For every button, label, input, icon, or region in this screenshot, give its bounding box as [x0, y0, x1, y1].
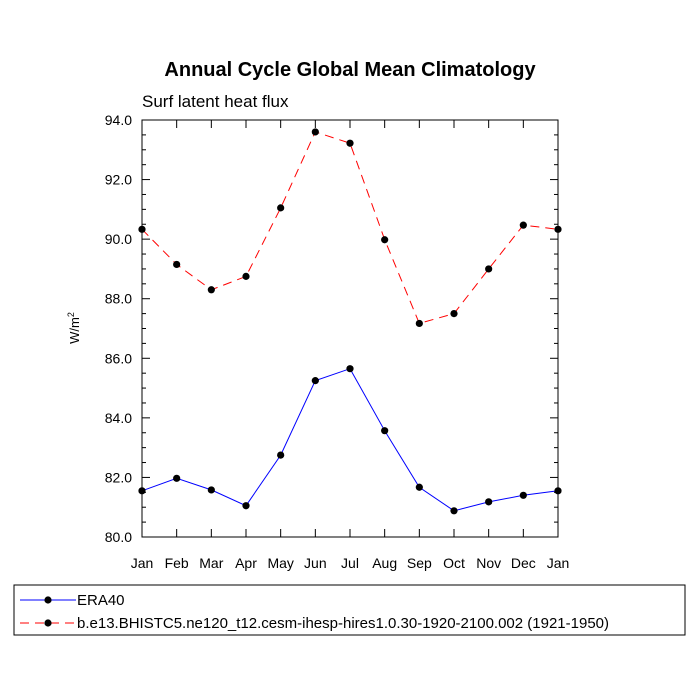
y-axis-label: W/m2: [66, 312, 82, 344]
series-0-point: [485, 498, 493, 506]
series-0-point: [173, 474, 181, 482]
plot-frame: [141, 119, 559, 538]
x-tick-label: Dec: [511, 555, 536, 571]
series-0-point: [242, 502, 250, 510]
series-0-point: [311, 377, 319, 385]
series-1-point: [277, 204, 285, 212]
series-0-point: [450, 507, 458, 515]
series-0-point: [415, 483, 423, 491]
series-0-point: [381, 427, 389, 435]
series-1-point: [346, 139, 354, 147]
series-1-point: [242, 272, 250, 280]
x-tick-label: Jul: [341, 555, 359, 571]
y-tick-label: 82.0: [105, 469, 132, 485]
legend-label-0: ERA40: [77, 592, 125, 609]
series-1-point: [485, 265, 493, 273]
legend-marker-0: [44, 596, 52, 604]
chart-title: Annual Cycle Global Mean Climatology: [164, 59, 536, 81]
series-0-point: [346, 365, 354, 373]
series-1-point: [311, 128, 319, 136]
y-tick-label: 90.0: [105, 231, 132, 247]
x-tick-label: Mar: [199, 555, 223, 571]
y-tick-label: 88.0: [105, 291, 132, 307]
plot-area: 80.0 82.0 84.0 86.0 88.0 90.0 92.0 94.0 Jan Feb Ma…: [105, 112, 570, 571]
series-1-point: [173, 260, 181, 269]
y-axis-label-text: W/m: [67, 317, 82, 344]
legend-box: [13, 584, 686, 636]
y-tick-label: 80.0: [105, 529, 132, 545]
series-1-point: [554, 225, 562, 233]
series-line-1: [141, 131, 559, 325]
series-1-point: [207, 286, 215, 294]
x-tick-label: Jun: [304, 555, 327, 571]
y-tick-label: 86.0: [105, 350, 132, 366]
x-tick-label: Aug: [372, 555, 397, 571]
x-tick-label: Jan: [131, 555, 154, 571]
series-0-point: [277, 451, 285, 459]
legend-label-1: b.e13.BHISTC5.ne120_t12.cesm-ihesp-hires…: [77, 615, 609, 632]
series-0-point: [138, 487, 146, 495]
x-tick-label: Feb: [165, 555, 189, 571]
x-tick-label: Apr: [235, 555, 257, 571]
series-0-point: [554, 487, 562, 495]
x-tick-label: May: [267, 555, 293, 571]
x-tick-label: Sep: [407, 555, 432, 571]
series-1-point: [138, 225, 146, 233]
series-1-point: [381, 236, 389, 244]
series-line-0: [141, 368, 559, 512]
y-tick-label: 84.0: [105, 410, 132, 426]
x-tick-label: Nov: [476, 555, 501, 571]
legend: ERA40 b.e13.BHISTC5.ne120_t12.cesm-ihesp-…: [20, 592, 609, 632]
y-axis-label-superscript: 2: [66, 312, 76, 317]
x-tick-label: Jan: [547, 555, 570, 571]
x-tick-label: Oct: [443, 555, 465, 571]
series-1-point: [519, 221, 527, 229]
chart-subtitle: Surf latent heat flux: [142, 92, 289, 111]
series-1-point: [415, 319, 423, 328]
y-tick-label: 94.0: [105, 112, 132, 128]
series-1-point: [450, 310, 458, 318]
series-0-point: [519, 491, 527, 499]
legend-marker-1: [44, 619, 52, 627]
y-tick-label: 92.0: [105, 172, 132, 188]
series-0-point: [207, 486, 215, 494]
